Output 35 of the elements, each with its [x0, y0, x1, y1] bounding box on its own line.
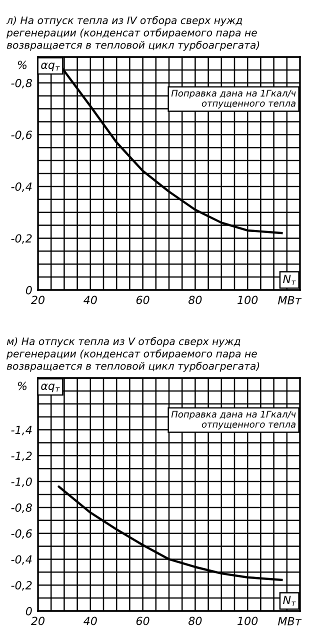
y-tick-label: -0,2: [11, 581, 32, 591]
y-tick-label: -1,4: [11, 426, 32, 436]
chart-title: м) На отпуск тепла из V отбора сверх нужд регенерации (конденсат отбираемого пара не возвращается в тепловой цикл турбоагрегата): [6, 337, 260, 372]
y-tick-label: -1,0: [11, 478, 32, 488]
annotation: Поправка дана на 1Гкал/ч отпущенного тепла: [171, 410, 296, 430]
y-tick-label: 0: [26, 606, 32, 616]
x-tick-label: 80: [188, 616, 202, 626]
y-tick-label: -0,6: [11, 130, 32, 140]
annotation: Поправка дана на 1Гкал/ч отпущенного тепла: [171, 90, 296, 108]
chart-title: л) На отпуск тепла из IV отбора сверх нужд регенерации (конденсат отбираемого пара не возвращается в тепловой цикл турбоагрегата): [6, 16, 260, 51]
x-tick-label: 100: [238, 296, 258, 304]
annotation: N$_{т}$: [283, 274, 296, 285]
x-axis-title: МВт: [278, 296, 302, 304]
y-axis-title: %: [18, 382, 27, 390]
y-tick-label: 0: [26, 286, 32, 294]
x-tick-label: 20: [30, 616, 45, 626]
y-tick-label: -0,8: [11, 78, 32, 88]
y-tick-label: -0,4: [11, 555, 32, 565]
annotation: αq$_{т}$: [41, 384, 60, 392]
x-tick-label: 60: [136, 296, 150, 304]
y-axis-title: %: [18, 60, 27, 70]
x-tick-label: 40: [84, 296, 97, 304]
annotation: N$_{т}$: [283, 596, 296, 606]
x-tick-label: 40: [84, 616, 97, 626]
y-tick-label: -0,4: [11, 182, 32, 192]
x-tick-label: 60: [136, 616, 150, 626]
x-tick-label: 100: [238, 616, 258, 626]
y-tick-label: -0,6: [11, 529, 32, 539]
annotation: αq$_{т}$: [41, 62, 60, 72]
x-axis-title: МВт: [278, 617, 302, 626]
x-tick-label: 20: [30, 296, 45, 304]
x-tick-label: 80: [188, 296, 202, 304]
y-tick-label: -0,8: [11, 503, 32, 513]
y-tick-label: -0,2: [11, 234, 32, 244]
y-tick-label: -1,2: [11, 452, 32, 462]
